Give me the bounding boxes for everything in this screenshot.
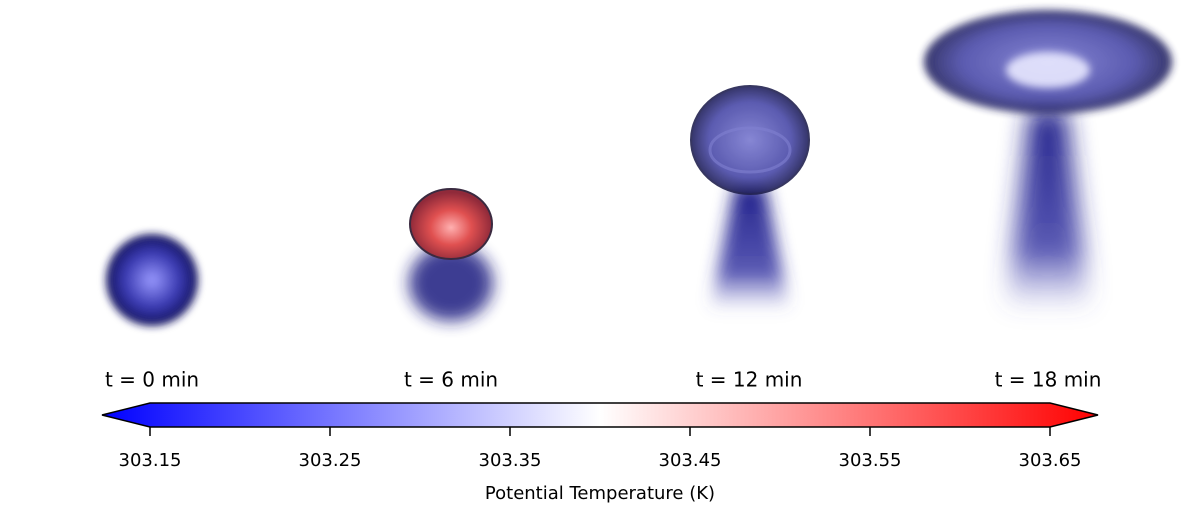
- panel-label: t = 6 min: [404, 368, 498, 392]
- tick-label: 303.45: [659, 450, 722, 471]
- render-t12: [690, 85, 810, 310]
- colorbar: [101, 402, 1099, 428]
- render-t6: [409, 188, 493, 321]
- panel-label: t = 12 min: [696, 368, 803, 392]
- panel-label: t = 0 min: [105, 368, 199, 392]
- render-t0: [106, 234, 198, 326]
- panel-label: t = 18 min: [995, 368, 1102, 392]
- tick-label: 303.55: [839, 450, 902, 471]
- tick-label: 303.15: [119, 450, 182, 471]
- render-t18: [924, 10, 1172, 310]
- tick-label: 303.65: [1019, 450, 1082, 471]
- tick-label: 303.35: [479, 450, 542, 471]
- colorbar-label: Potential Temperature (K): [485, 483, 715, 504]
- tick-label: 303.25: [299, 450, 362, 471]
